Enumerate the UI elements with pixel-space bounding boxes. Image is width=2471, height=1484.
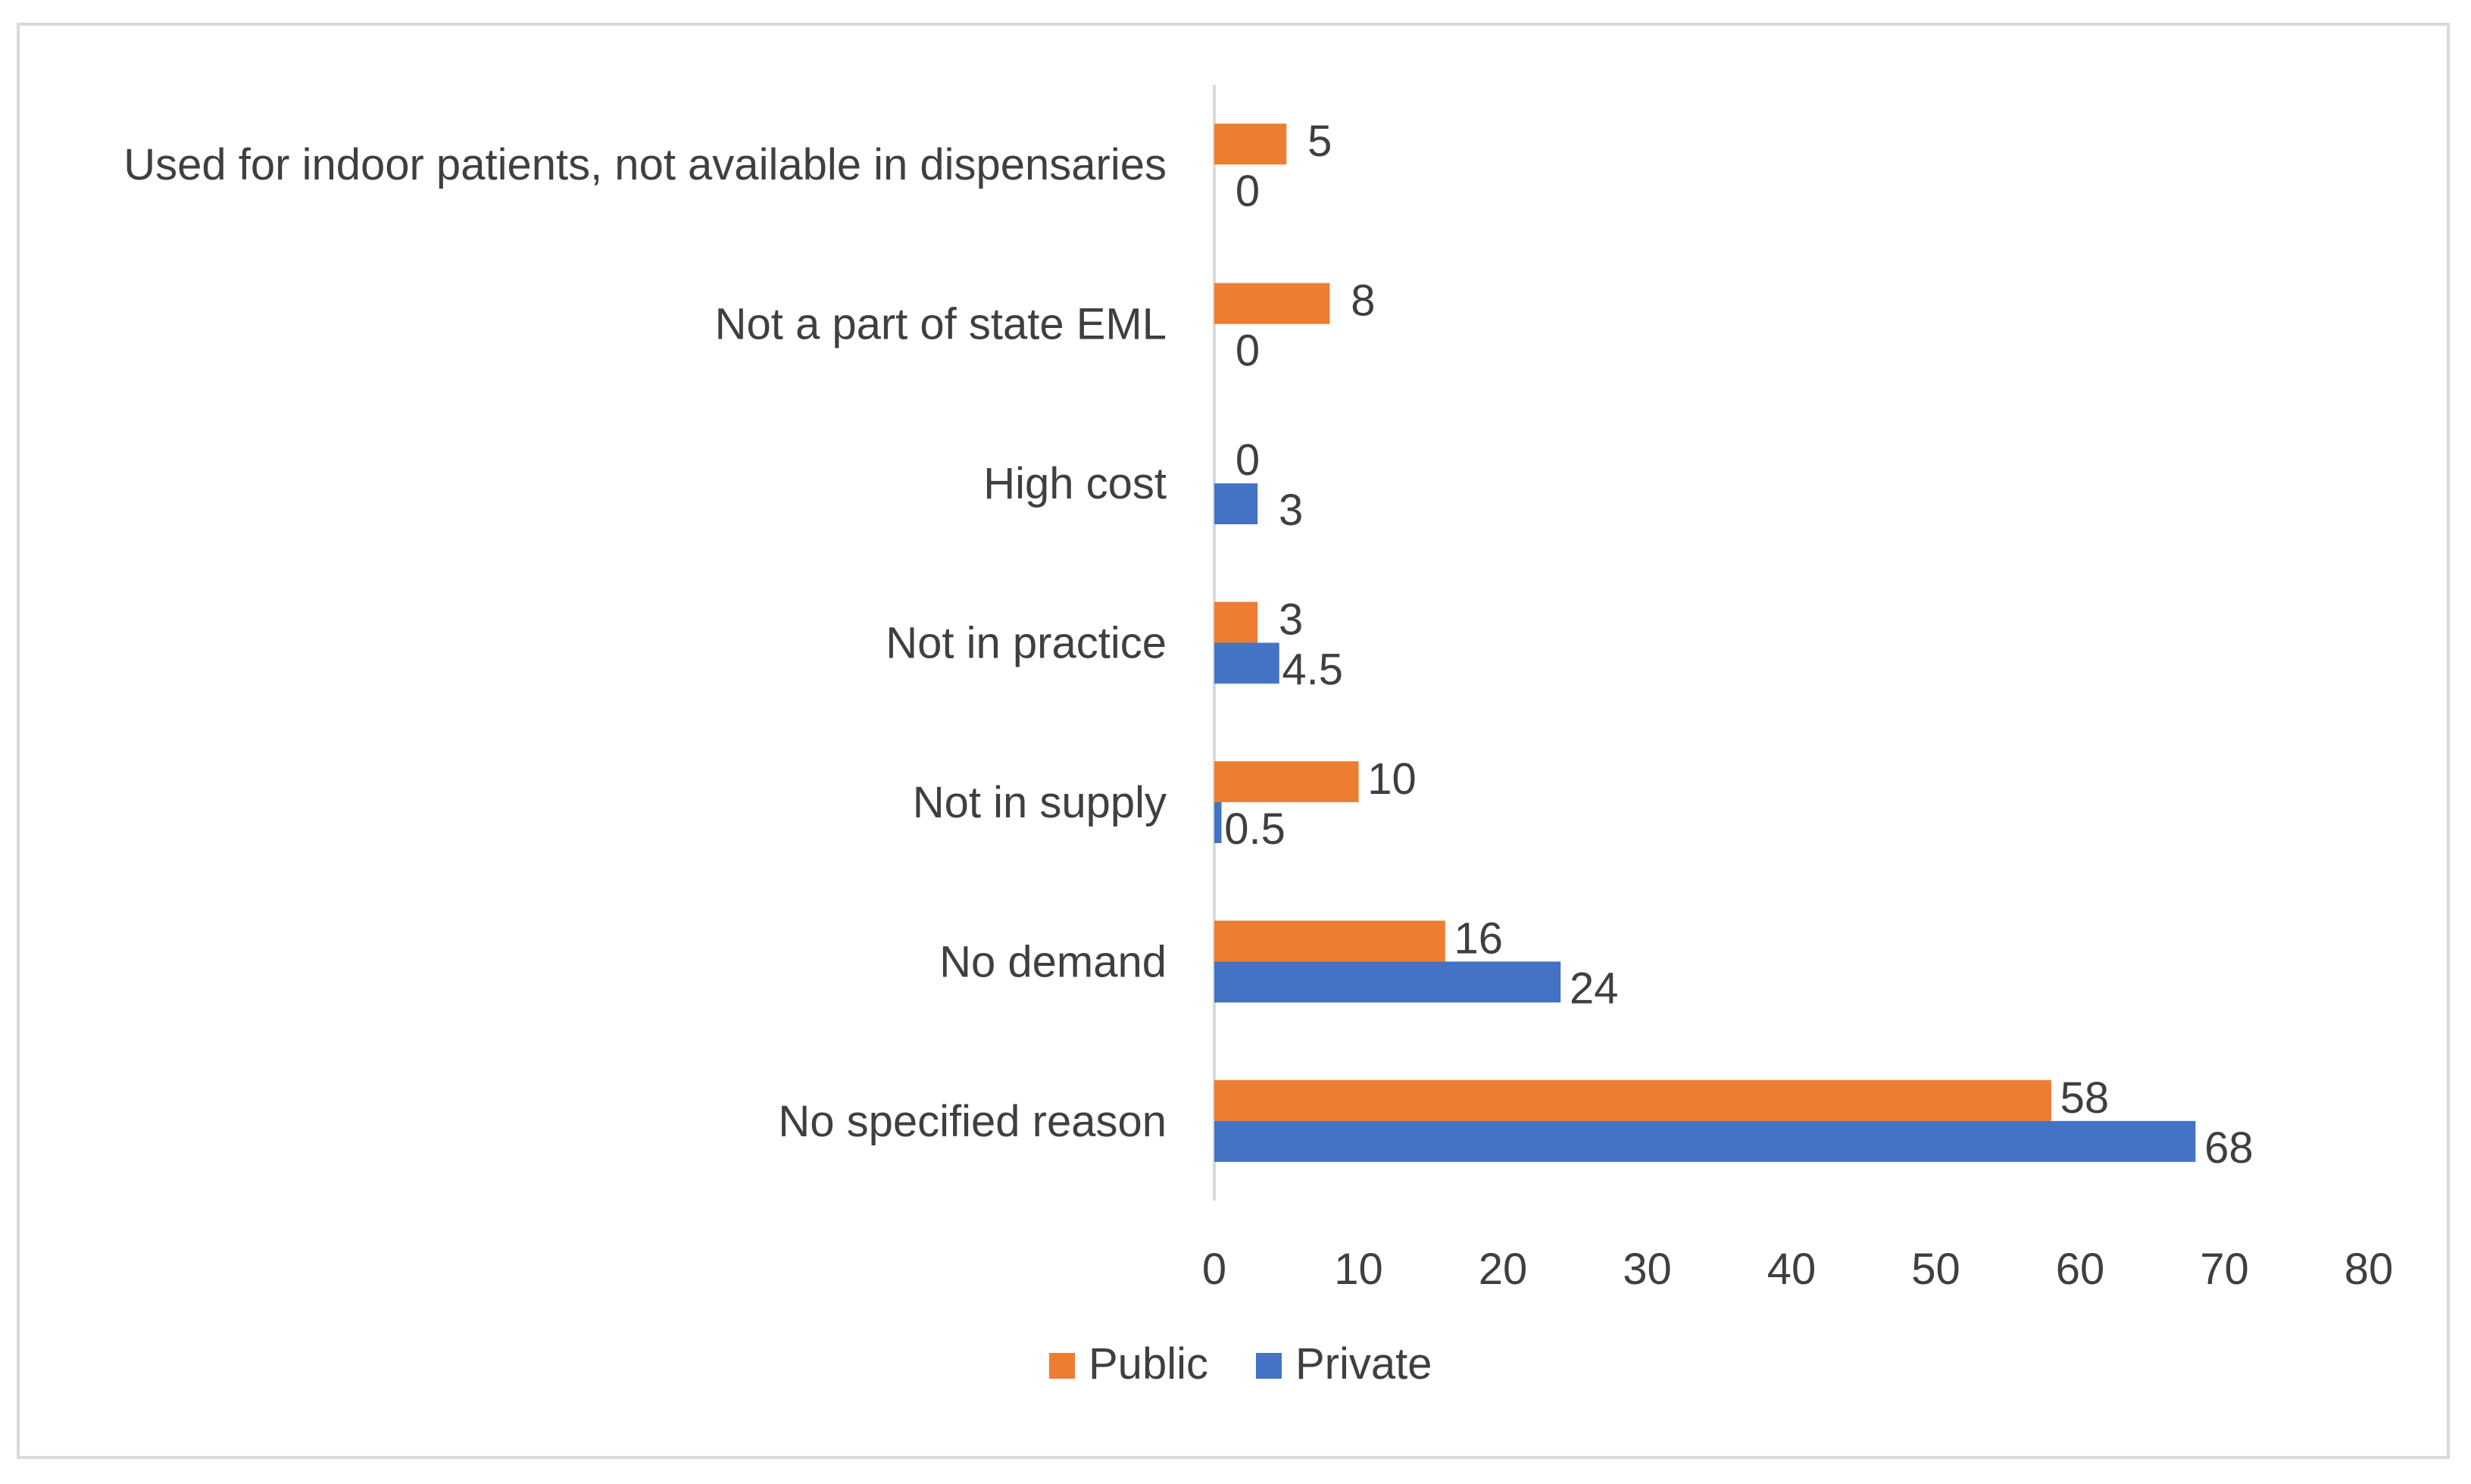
chart-frame [17, 23, 2450, 1459]
data-label-private: 0 [1236, 167, 1260, 216]
category-label: Used for indoor patients, not available … [123, 140, 1167, 189]
bar-private [1214, 1120, 2196, 1162]
data-label-private: 0.5 [1224, 804, 1285, 854]
x-tick-label: 80 [2344, 1245, 2394, 1294]
category-label: Not in practice [886, 619, 1167, 668]
bar-public [1214, 283, 1330, 324]
data-label-public: 10 [1367, 754, 1417, 804]
x-tick-label: 50 [1911, 1245, 1960, 1294]
data-label-private: 4.5 [1282, 645, 1343, 695]
data-label-public: 8 [1351, 276, 1375, 326]
bar-private [1214, 961, 1561, 1003]
bar-public [1214, 1079, 2051, 1121]
legend-label-public: Public [1089, 1339, 1208, 1389]
x-tick-label: 70 [2200, 1245, 2249, 1294]
x-tick-label: 60 [2056, 1245, 2105, 1294]
category-label: Not a part of state EML [715, 300, 1167, 349]
x-tick-label: 20 [1479, 1245, 1528, 1294]
legend-label-private: Private [1295, 1339, 1432, 1389]
x-tick-label: 10 [1334, 1245, 1383, 1294]
data-label-public: 3 [1279, 595, 1303, 645]
data-label-private: 0 [1236, 326, 1260, 376]
category-label: High cost [983, 459, 1167, 508]
bar-public [1214, 920, 1445, 962]
x-tick-label: 30 [1623, 1245, 1672, 1294]
data-label-private: 3 [1279, 486, 1303, 535]
x-tick-label: 0 [1202, 1245, 1226, 1294]
data-label-private: 68 [2204, 1123, 2254, 1173]
category-label: Not in supply [913, 778, 1167, 827]
data-label-public: 16 [1454, 914, 1504, 963]
bar-private [1214, 642, 1279, 684]
bar-private [1214, 483, 1258, 525]
x-tick-label: 40 [1767, 1245, 1817, 1294]
bar-public [1214, 761, 1359, 802]
bar-public [1214, 601, 1258, 643]
category-label: No specified reason [778, 1097, 1167, 1146]
data-label-public: 0 [1236, 436, 1260, 485]
bar-private [1214, 801, 1222, 843]
bar-public [1214, 123, 1287, 165]
category-label: No demand [939, 937, 1167, 986]
data-label-private: 24 [1570, 964, 1619, 1013]
legend-swatch-public [1049, 1353, 1075, 1379]
data-label-public: 58 [2060, 1073, 2110, 1123]
legend-swatch-private [1256, 1353, 1282, 1379]
data-label-public: 5 [1307, 117, 1332, 166]
